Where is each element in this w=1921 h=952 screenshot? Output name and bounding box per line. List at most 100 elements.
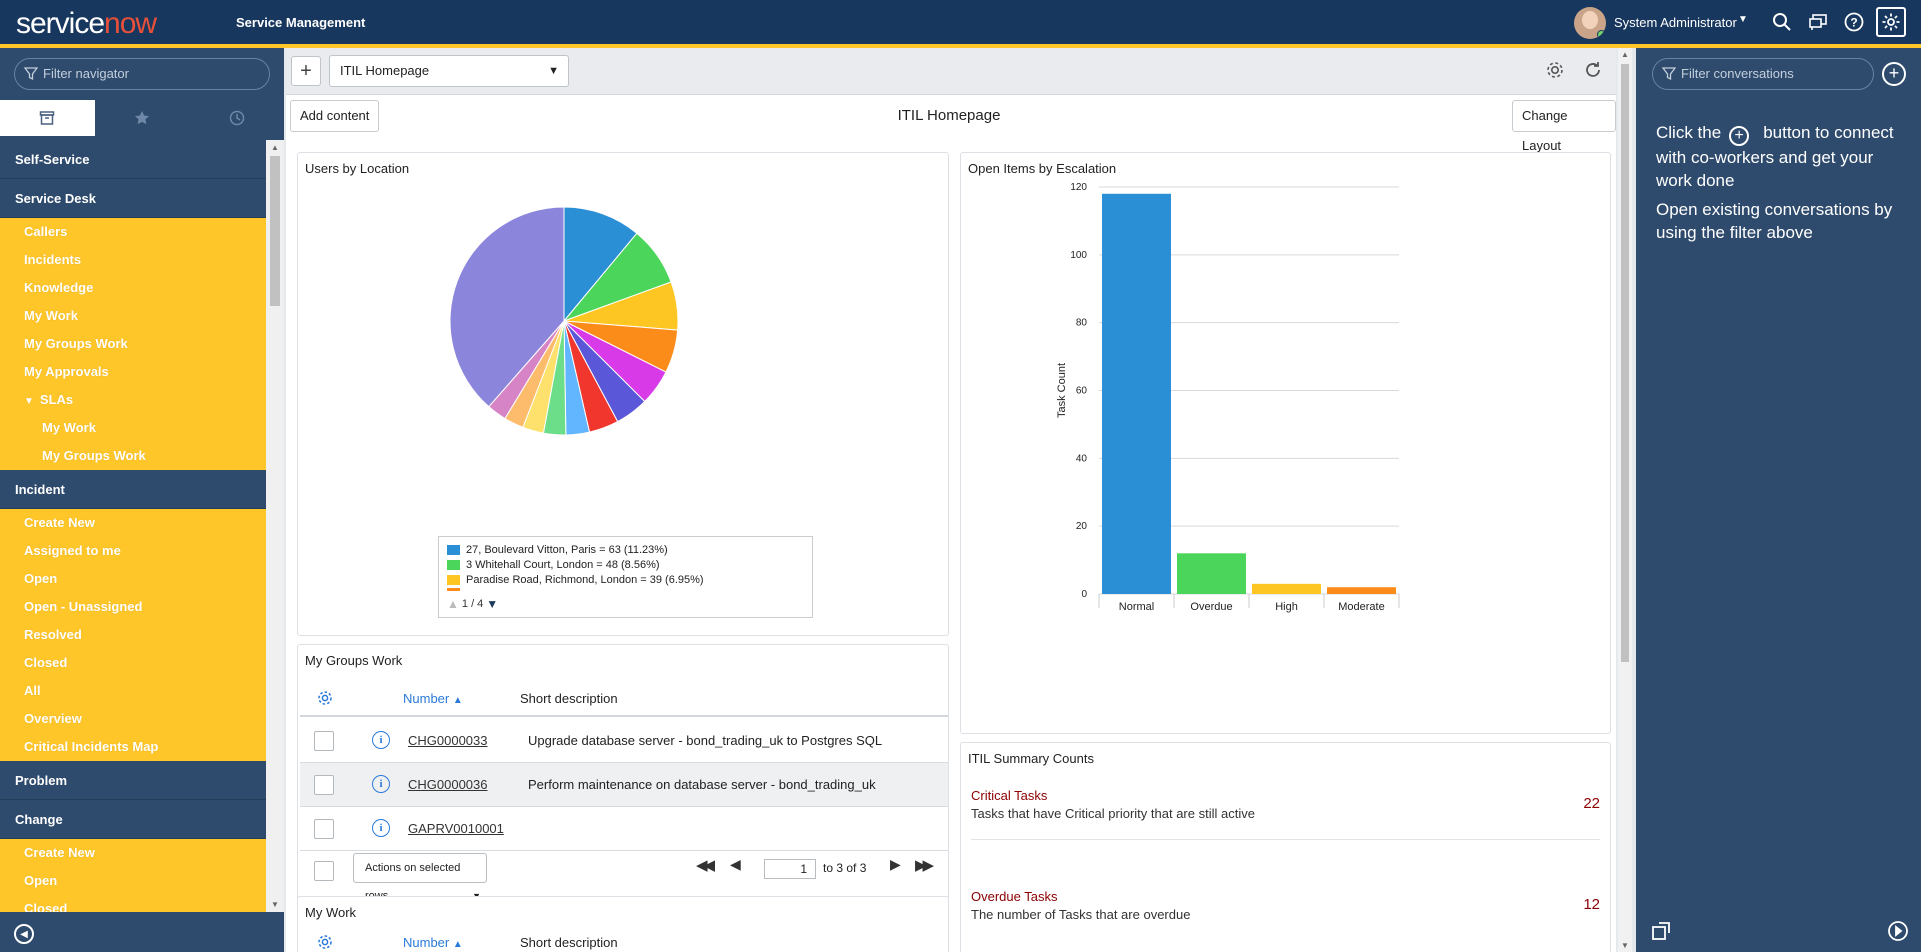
main-scrollbar[interactable]: ▲ ▼: [1618, 48, 1632, 952]
sort-ascending-icon: ▲: [452, 695, 463, 706]
presence-dot: [1597, 30, 1606, 39]
collapse-navigator-icon[interactable]: ◀: [14, 924, 34, 944]
column-header-short-description[interactable]: Short description: [520, 691, 618, 706]
nav-item-open[interactable]: Open: [0, 565, 266, 593]
nav-item-create-new[interactable]: Create New: [0, 509, 266, 537]
bar[interactable]: [1177, 553, 1246, 594]
legend-item[interactable]: Paradise Road, Richmond, London = 39 (6.…: [447, 572, 704, 587]
info-icon[interactable]: i: [372, 731, 390, 749]
column-header-number[interactable]: Number ▲: [403, 935, 463, 950]
nav-item-my-work[interactable]: My Work: [0, 302, 266, 330]
record-number-link[interactable]: CHG0000033: [408, 733, 488, 748]
nav-item-closed[interactable]: Closed: [0, 649, 266, 677]
nav-item-open[interactable]: Open: [0, 867, 266, 895]
nav-section-incident[interactable]: Incident: [0, 470, 266, 509]
nav-item-all[interactable]: All: [0, 677, 266, 705]
nav-item-overview[interactable]: Overview: [0, 705, 266, 733]
nav-item-slas[interactable]: ▼ SLAs: [0, 386, 266, 414]
nav-item-callers[interactable]: Callers: [0, 218, 266, 246]
popout-icon[interactable]: [1650, 920, 1672, 942]
archive-icon: [40, 111, 55, 125]
actions-select[interactable]: Actions on selected rows...▼: [353, 853, 487, 902]
summary-item-title[interactable]: Overdue Tasks: [971, 889, 1058, 904]
nav-section-service-desk[interactable]: Service Desk: [0, 179, 266, 218]
info-icon[interactable]: i: [372, 819, 390, 837]
connect-sidebar: Filter conversations + Click the + button …: [1636, 48, 1921, 952]
row-checkbox[interactable]: [314, 731, 334, 751]
column-header-number[interactable]: Number ▲: [403, 691, 463, 706]
change-layout-button[interactable]: Change Layout: [1512, 100, 1616, 153]
collapse-sidebar-icon[interactable]: [1887, 920, 1909, 942]
nav-item-label: My Groups Work: [24, 336, 128, 351]
x-tick-label: Overdue: [1190, 601, 1232, 613]
legend-item[interactable]: 3 Whitehall Court, London = 48 (8.56%): [447, 557, 660, 572]
expand-triangle-icon[interactable]: ▼: [24, 396, 34, 407]
nav-item-incidents[interactable]: Incidents: [0, 246, 266, 274]
summary-item-count[interactable]: 12: [1583, 896, 1600, 913]
new-conversation-button[interactable]: +: [1882, 62, 1906, 86]
bar[interactable]: [1327, 587, 1396, 594]
nav-item-my-approvals[interactable]: My Approvals: [0, 358, 266, 386]
filter-navigator-input[interactable]: Filter navigator: [14, 58, 270, 90]
connect-chat-icon[interactable]: [1804, 8, 1832, 36]
nav-item-my-work[interactable]: My Work: [0, 414, 266, 442]
table-row[interactable]: i CHG0000036 Perform maintenance on databa…: [300, 763, 948, 807]
settings-gear-icon[interactable]: [1544, 59, 1568, 83]
nav-item-my-groups-work[interactable]: My Groups Work: [0, 442, 266, 470]
nav-scrollbar[interactable]: ▲ ▼: [266, 140, 284, 912]
pie-slice[interactable]: [449, 206, 565, 408]
search-icon[interactable]: [1768, 8, 1796, 36]
nav-item-assigned-to-me[interactable]: Assigned to me: [0, 537, 266, 565]
list-settings-gear-icon[interactable]: [316, 933, 334, 951]
tab-favorites[interactable]: [95, 100, 190, 136]
nav-item-closed[interactable]: Closed: [0, 895, 266, 912]
row-checkbox[interactable]: [314, 819, 334, 839]
nav-item-label: My Approvals: [24, 364, 109, 379]
record-number-link[interactable]: CHG0000036: [408, 777, 488, 792]
nav-item-knowledge[interactable]: Knowledge: [0, 274, 266, 302]
pie-slice[interactable]: [563, 206, 638, 323]
bar[interactable]: [1252, 583, 1321, 594]
legend-item[interactable]: 27, Boulevard Vitton, Paris = 63 (11.23%…: [447, 542, 668, 557]
column-header-short-description[interactable]: Short description: [520, 935, 618, 950]
table-row[interactable]: i CHG0000033 Upgrade database server - bon…: [300, 719, 948, 763]
legend-prev-icon[interactable]: ▲: [447, 597, 459, 611]
legend-next-icon[interactable]: ▼: [486, 597, 499, 611]
row-checkbox[interactable]: [314, 775, 334, 795]
gear-icon[interactable]: [1876, 7, 1906, 37]
servicenow-logo[interactable]: servicenow: [16, 7, 157, 40]
page-number-input[interactable]: 1: [764, 859, 816, 879]
table-row[interactable]: i GAPRV0010001: [300, 807, 948, 851]
next-page-icon[interactable]: ▶: [890, 856, 901, 872]
add-content-button[interactable]: Add content: [290, 100, 380, 132]
nav-item-create-new[interactable]: Create New: [0, 839, 266, 867]
refresh-icon[interactable]: [1582, 59, 1606, 83]
record-number-link[interactable]: GAPRV0010001: [408, 821, 504, 836]
nav-section-self-service[interactable]: Self-Service: [0, 140, 266, 179]
chevron-down-icon[interactable]: ▼: [1738, 14, 1748, 25]
nav-section-problem[interactable]: Problem: [0, 761, 266, 800]
y-tick-label: 100: [1070, 250, 1087, 261]
add-page-button[interactable]: +: [291, 56, 321, 86]
nav-item-my-groups-work[interactable]: My Groups Work: [0, 330, 266, 358]
nav-item-resolved[interactable]: Resolved: [0, 621, 266, 649]
help-icon[interactable]: ?: [1840, 8, 1868, 36]
avatar[interactable]: [1574, 7, 1606, 39]
filter-conversations-input[interactable]: Filter conversations: [1652, 58, 1874, 90]
bar[interactable]: [1102, 193, 1171, 594]
tab-all-apps[interactable]: [0, 100, 95, 136]
first-page-icon[interactable]: ◀◀: [696, 857, 715, 874]
user-menu[interactable]: System Administrator: [1614, 15, 1737, 30]
last-page-icon[interactable]: ▶▶: [915, 857, 934, 874]
homepage-select[interactable]: ITIL Homepage ▼: [329, 55, 569, 87]
nav-item-critical-incidents-map[interactable]: Critical Incidents Map: [0, 733, 266, 761]
tab-history[interactable]: [189, 100, 284, 136]
list-settings-gear-icon[interactable]: [316, 689, 334, 707]
nav-section-change[interactable]: Change: [0, 800, 266, 839]
previous-page-icon[interactable]: ◀: [730, 856, 741, 872]
select-all-checkbox[interactable]: [314, 861, 334, 881]
nav-item-open-unassigned[interactable]: Open - Unassigned: [0, 593, 266, 621]
summary-item-title[interactable]: Critical Tasks: [971, 788, 1048, 803]
summary-item-count[interactable]: 22: [1583, 795, 1600, 812]
info-icon[interactable]: i: [372, 775, 390, 793]
